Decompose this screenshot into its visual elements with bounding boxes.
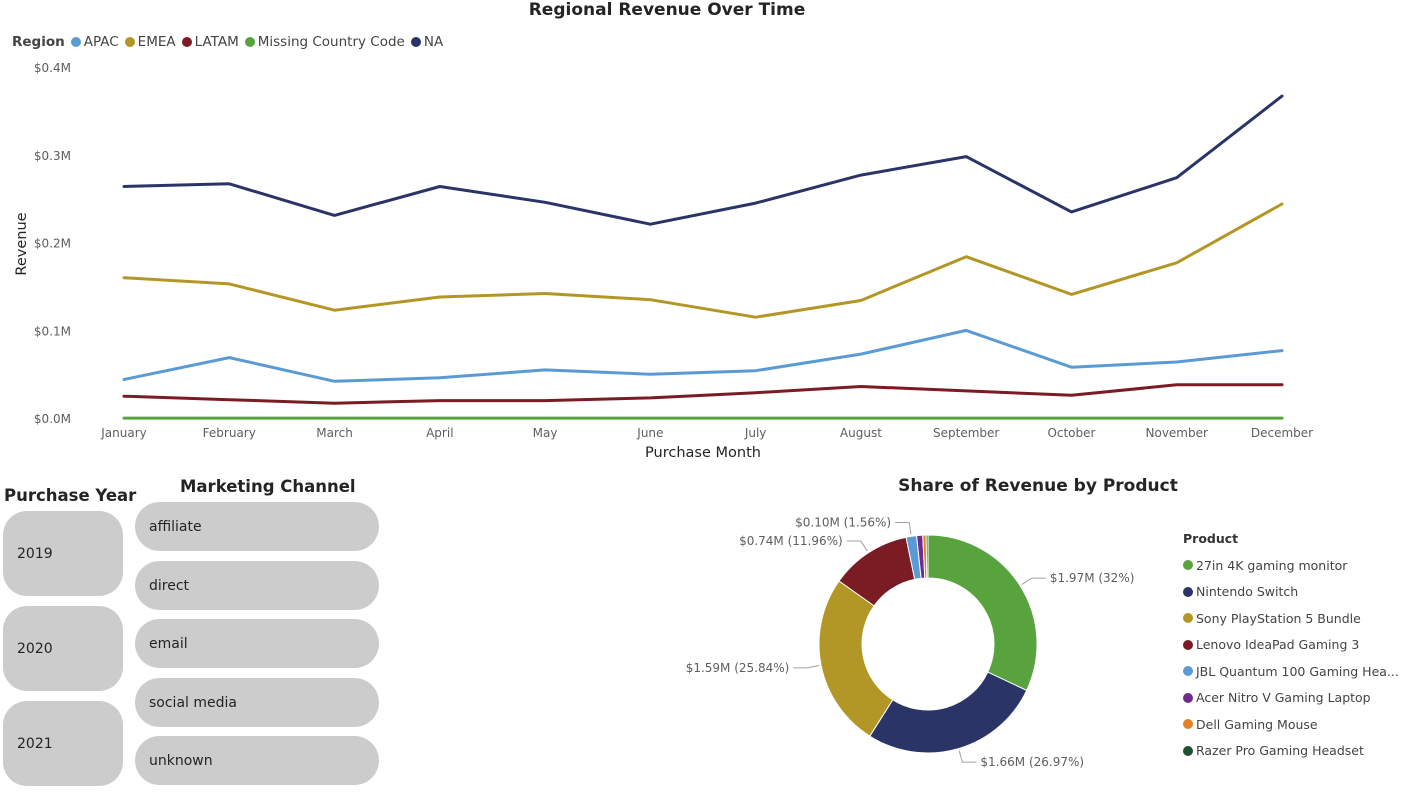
legend-item-acer-nitro-v-gaming-laptop[interactable]: Acer Nitro V Gaming Laptop <box>1183 685 1399 712</box>
legend-item-lenovo-ideapad-gaming-3[interactable]: Lenovo IdeaPad Gaming 3 <box>1183 632 1399 659</box>
data-label-leader <box>793 665 820 669</box>
series-line-emea[interactable] <box>122 202 1284 319</box>
series-line-na[interactable] <box>122 94 1284 226</box>
legend-dot-icon <box>1183 639 1193 650</box>
legend-dot-icon <box>1183 586 1193 597</box>
legend-dot-icon <box>1183 692 1193 703</box>
legend-label: Missing Country Code <box>257 34 405 50</box>
legend-item-apac[interactable]: APAC <box>70 34 119 50</box>
marketing-channel-title: Marketing Channel <box>180 477 356 496</box>
year-button-2019[interactable]: 2019 <box>3 511 123 596</box>
legend-item-latam[interactable]: LATAM <box>181 34 239 50</box>
x-tick-label: November <box>1146 426 1208 440</box>
x-tick-label: August <box>840 426 882 440</box>
legend-item-nintendo-switch[interactable]: Nintendo Switch <box>1183 579 1399 606</box>
data-label-leader <box>846 540 868 552</box>
legend-label: Sony PlayStation 5 Bundle <box>1196 610 1361 626</box>
y-tick-label: $0.4M <box>34 61 71 75</box>
series-line-latam[interactable] <box>122 383 1284 405</box>
x-tick-label: December <box>1251 426 1313 440</box>
x-tick-label: July <box>744 426 767 440</box>
legend-item-razer-pro-gaming-headset[interactable]: Razer Pro Gaming Headset <box>1183 738 1399 765</box>
legend-label: NA <box>423 34 444 50</box>
legend-dot-icon <box>1183 613 1193 624</box>
data-label: $0.10M (1.56%) <box>795 515 891 529</box>
legend-dot-icon <box>1183 666 1193 677</box>
donut-chart: $1.97M (32%) $1.66M (26.97%) $1.59M (25.84… <box>686 515 1135 769</box>
purchase-year-title: Purchase Year <box>4 486 137 505</box>
channel-button-affiliate[interactable]: affiliate <box>135 502 379 551</box>
legend-dot-icon <box>1183 560 1193 571</box>
donut-slice-razer-pro-gaming-headset[interactable] <box>925 534 929 579</box>
series-line-apac[interactable] <box>122 328 1284 383</box>
donut-slice-sony-playstation-5-bundle[interactable] <box>818 580 894 737</box>
legend-label: LATAM <box>194 34 239 50</box>
data-label: $1.66M (26.97%) <box>980 755 1084 769</box>
legend-dot-icon <box>1183 745 1193 756</box>
legend-label: Dell Gaming Mouse <box>1196 716 1318 732</box>
legend-label: APAC <box>83 34 119 50</box>
donut-slice-nintendo-switch[interactable] <box>869 671 1028 754</box>
legend-item-sony-playstation-5-bundle[interactable]: Sony PlayStation 5 Bundle <box>1183 605 1399 632</box>
x-tick-label: June <box>636 426 663 440</box>
y-tick-label: $0.0M <box>34 412 71 426</box>
legend-label: 27in 4K gaming monitor <box>1196 557 1348 573</box>
year-button-2021[interactable]: 2021 <box>3 701 123 786</box>
legend-item-emea[interactable]: EMEA <box>124 34 176 50</box>
legend-item-dell-gaming-mouse[interactable]: Dell Gaming Mouse <box>1183 711 1399 738</box>
legend-dot-icon <box>70 37 81 47</box>
pie-chart-legend: Product 27in 4K gaming monitor Nintendo S… <box>1183 531 1399 764</box>
x-axis-title: Purchase Month <box>645 445 761 461</box>
line-chart: $0.0M $0.1M $0.2M $0.3M $0.4M January February… <box>14 61 1313 461</box>
legend-label: Nintendo Switch <box>1196 584 1299 600</box>
legend-item-missing-country-code[interactable]: Missing Country Code <box>244 34 405 50</box>
legend-dot-icon <box>124 37 135 47</box>
channel-button-social-media[interactable]: social media <box>135 678 379 727</box>
pie-chart-title: Share of Revenue by Product <box>898 476 1178 496</box>
line-chart-legend: Region APAC EMEA LATAM Missing Country Code… <box>12 34 449 50</box>
legend-label: JBL Quantum 100 Gaming Hea... <box>1196 663 1399 679</box>
legend-item-na[interactable]: NA <box>410 34 444 50</box>
x-tick-label: February <box>203 426 256 440</box>
donut-slice-27in-4k-gaming-monitor[interactable] <box>927 534 1038 692</box>
x-tick-label: March <box>316 426 353 440</box>
legend-label: Lenovo IdeaPad Gaming 3 <box>1196 637 1360 653</box>
legend-item-jbl-quantum-100-gaming-hea[interactable]: JBL Quantum 100 Gaming Hea... <box>1183 658 1399 685</box>
legend-dot-icon <box>1183 719 1193 730</box>
legend-label: Razer Pro Gaming Headset <box>1196 743 1364 759</box>
legend-label: EMEA <box>137 34 176 50</box>
data-label-leader <box>1021 577 1046 585</box>
x-tick-label: September <box>933 426 999 440</box>
legend-dot-icon <box>410 37 421 47</box>
line-legend-title: Region <box>12 34 65 50</box>
y-axis-title: Revenue <box>14 212 30 275</box>
data-label-leader <box>958 750 977 763</box>
legend-label: Acer Nitro V Gaming Laptop <box>1196 690 1371 706</box>
y-tick-label: $0.2M <box>34 237 71 251</box>
x-tick-label: May <box>533 426 558 440</box>
data-label: $1.59M (25.84%) <box>686 661 790 675</box>
data-label: $1.97M (32%) <box>1050 571 1135 585</box>
legend-item-27in-4k-gaming-monitor[interactable]: 27in 4K gaming monitor <box>1183 552 1399 579</box>
x-tick-label: January <box>100 426 147 440</box>
y-tick-label: $0.3M <box>34 149 71 163</box>
year-button-2020[interactable]: 2020 <box>3 606 123 691</box>
legend-dot-icon <box>181 37 192 47</box>
legend-dot-icon <box>244 37 255 47</box>
pie-legend-title: Product <box>1183 531 1239 546</box>
channel-button-direct[interactable]: direct <box>135 561 379 610</box>
line-chart-title: Regional Revenue Over Time <box>528 0 806 20</box>
data-label: $0.74M (11.96%) <box>739 534 843 548</box>
channel-button-email[interactable]: email <box>135 619 379 668</box>
channel-button-unknown[interactable]: unknown <box>135 736 379 785</box>
y-tick-label: $0.1M <box>34 324 71 338</box>
x-tick-label: October <box>1047 426 1095 440</box>
x-tick-label: April <box>426 426 453 440</box>
data-label-leader <box>895 521 912 535</box>
